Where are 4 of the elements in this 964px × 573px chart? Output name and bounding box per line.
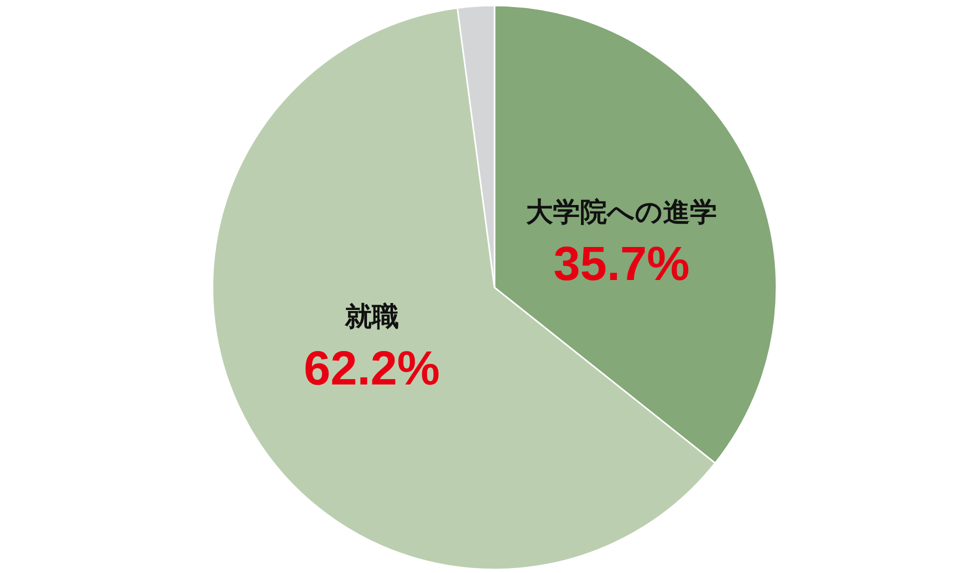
slice-label: 大学院への進学 bbox=[526, 197, 718, 228]
slice-label: 就職 bbox=[344, 302, 399, 333]
data-label: 62.2% bbox=[304, 342, 440, 396]
data-label: 35.7% bbox=[553, 238, 690, 292]
